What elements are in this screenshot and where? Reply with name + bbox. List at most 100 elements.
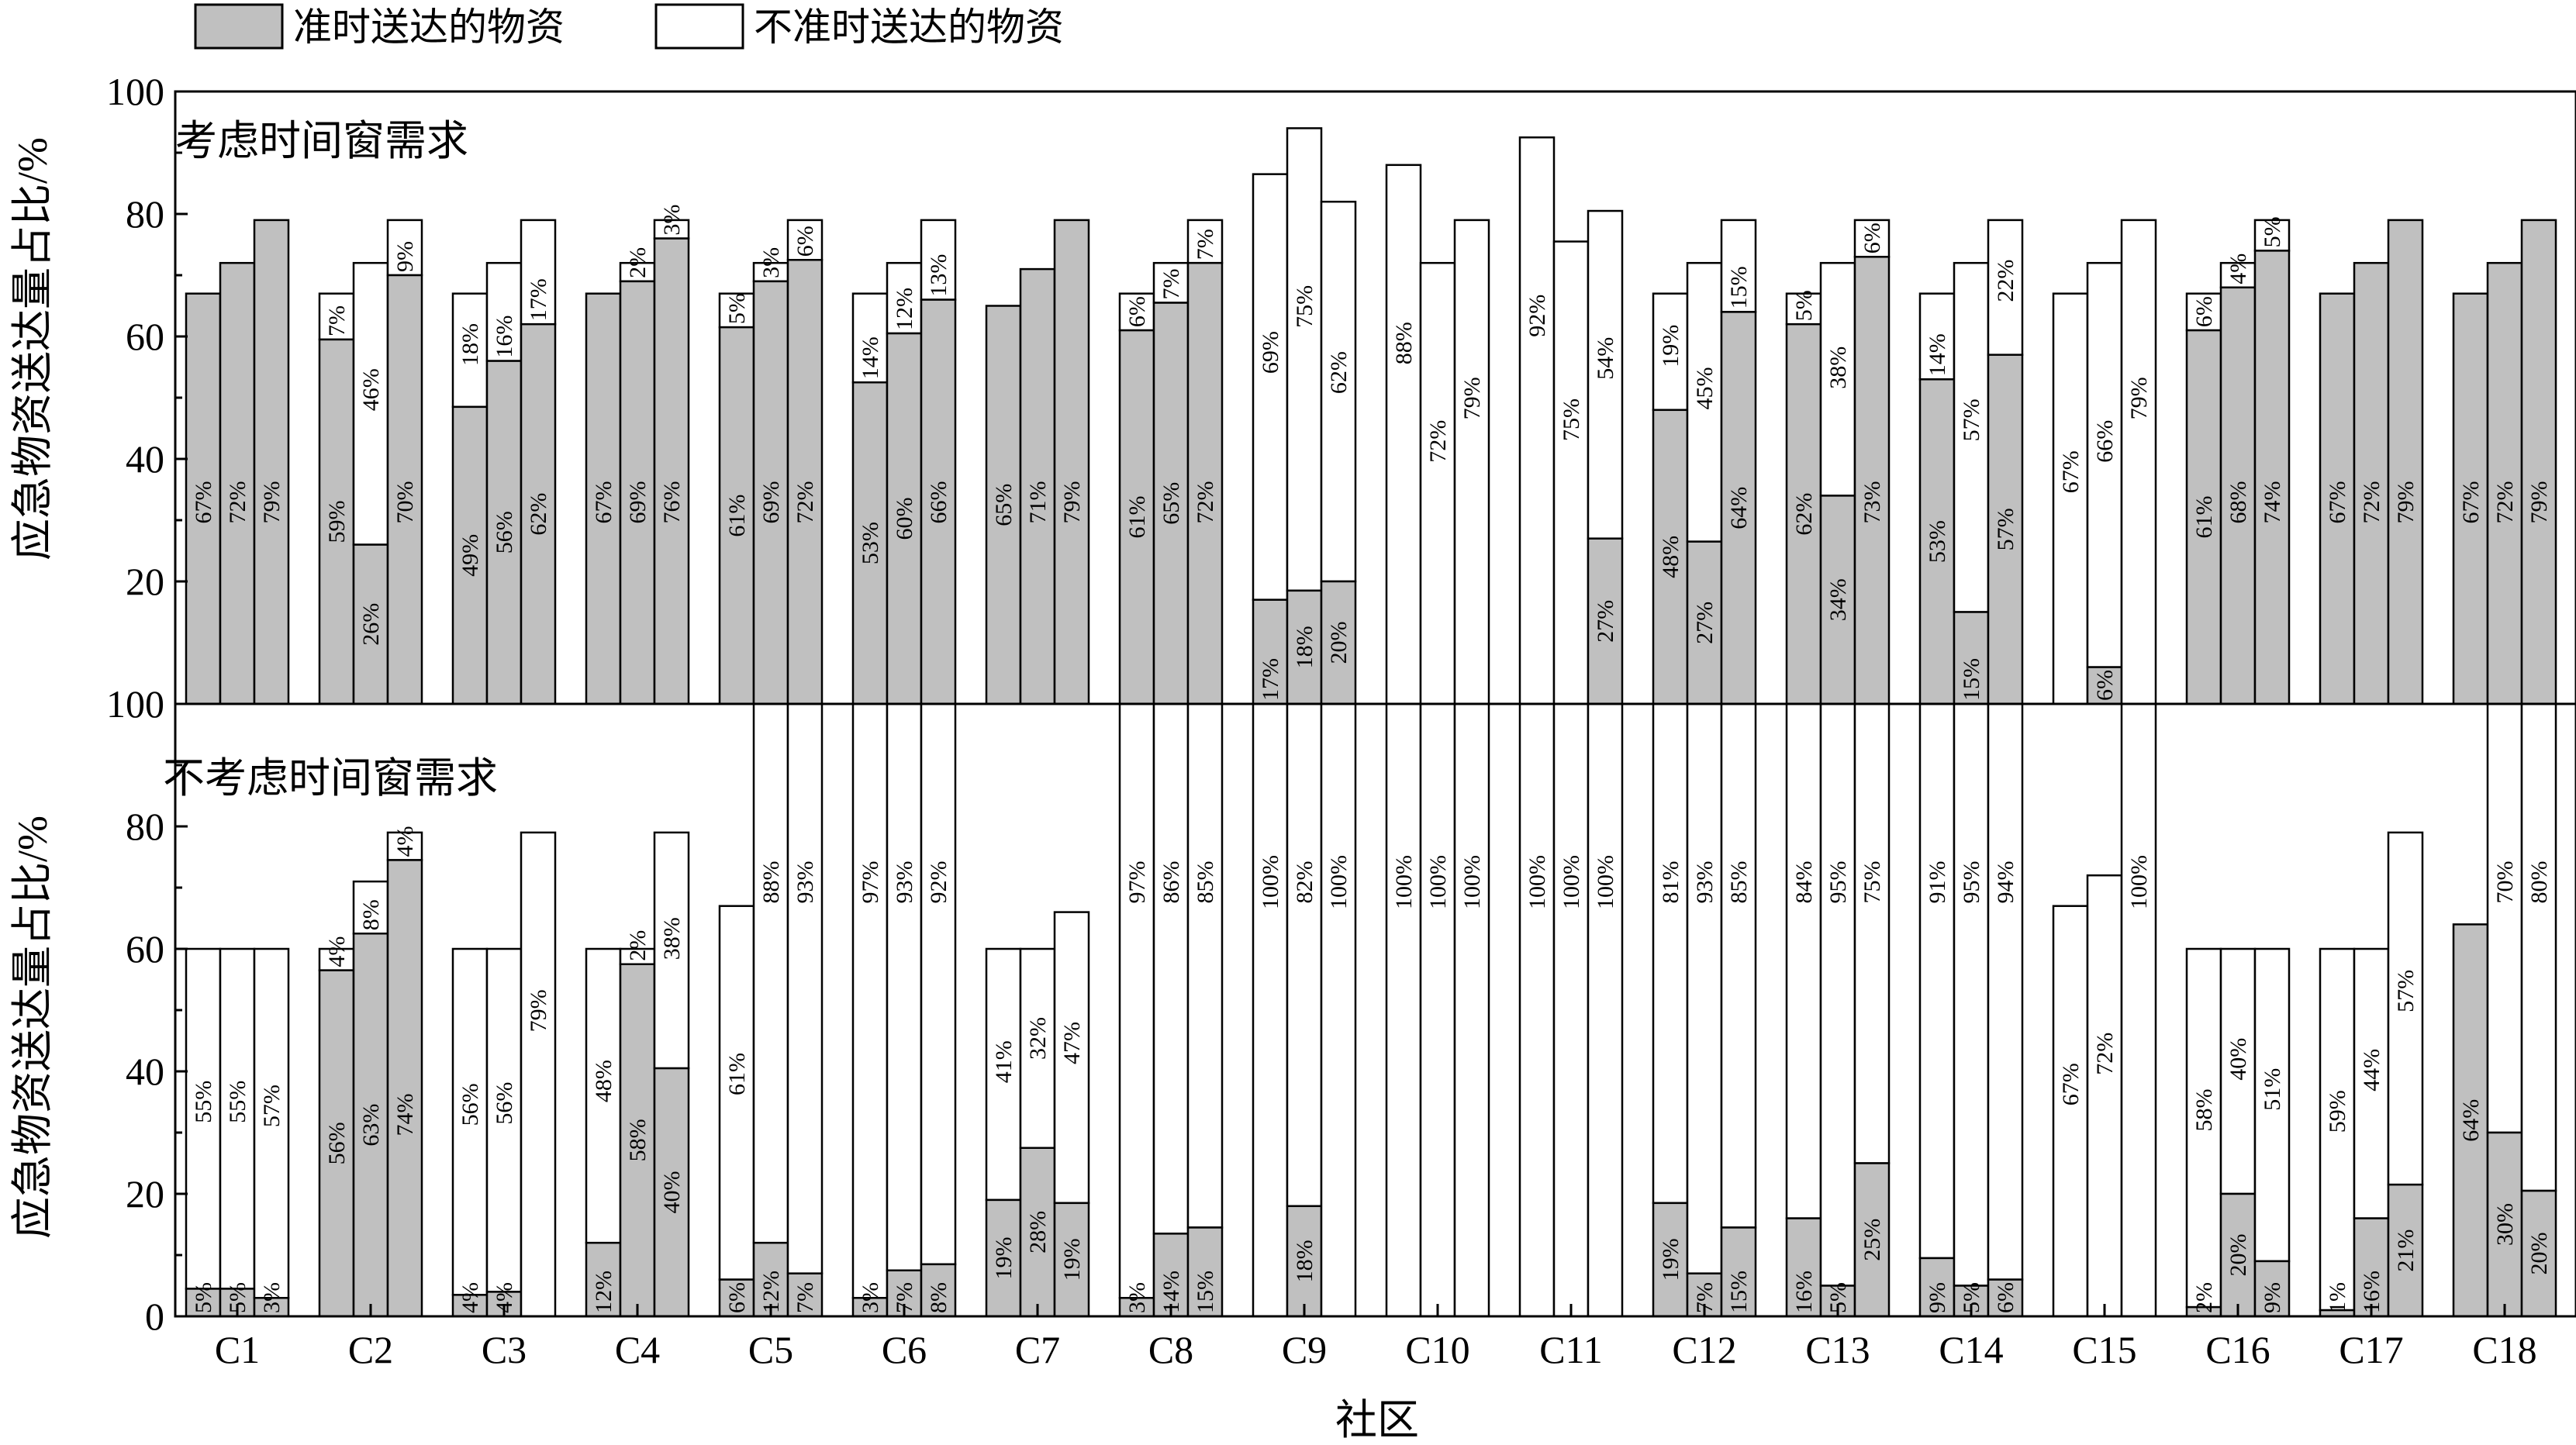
label-ontime-bottom-c12-3: 15% <box>1726 1271 1752 1313</box>
x-tick-label-c17: C17 <box>2339 1328 2403 1371</box>
bar-late-bottom-c11-2 <box>1552 702 1590 1318</box>
label-ontime-top-c4-3: 76% <box>659 481 685 524</box>
bar-late-top-c10-1 <box>1385 164 1422 705</box>
label-ontime-bottom-c5-1: 6% <box>724 1282 750 1313</box>
bar-late-bottom-c9-1 <box>1252 702 1289 1318</box>
label-late-bottom-c14-3: 94% <box>1993 861 2018 904</box>
legend-label-late: 不准时送达的物资 <box>754 5 1064 49</box>
bar-late-top-c8-2 <box>1152 261 1190 304</box>
label-ontime-bottom-c8-1: 3% <box>1124 1282 1150 1313</box>
label-late-top-c10-2: 72% <box>1425 420 1451 463</box>
label-late-bottom-c7-1: 41% <box>991 1040 1017 1083</box>
label-ontime-top-c14-2: 15% <box>1959 658 1984 701</box>
label-late-bottom-c12-3: 85% <box>1726 861 1752 904</box>
x-tick-label-c13: C13 <box>1805 1328 1870 1371</box>
label-late-bottom-c2-2: 8% <box>358 899 384 930</box>
label-late-bottom-c3-1: 56% <box>458 1083 483 1126</box>
label-ontime-bottom-c6-3: 8% <box>926 1282 951 1313</box>
bar-late-bottom-c8-2 <box>1152 702 1190 1235</box>
bar-late-bottom-c7-2 <box>1019 947 1056 1149</box>
bar-ontime-top-c16-1 <box>2185 329 2222 705</box>
bar-ontime-bottom-c4-3 <box>653 1067 690 1318</box>
label-ontime-bottom-c12-1: 19% <box>1658 1238 1683 1281</box>
label-late-top-c5-2: 3% <box>758 247 784 278</box>
label-late-top-c2-1: 7% <box>324 305 350 336</box>
x-tick-label-c18: C18 <box>2472 1328 2536 1371</box>
label-ontime-bottom-c2-2: 63% <box>358 1104 384 1147</box>
label-late-top-c12-3: 15% <box>1726 266 1752 309</box>
label-ontime-top-c6-3: 66% <box>926 481 951 524</box>
label-ontime-bottom-c13-1: 16% <box>1791 1271 1817 1313</box>
label-ontime-top-c18-1: 67% <box>2458 481 2484 524</box>
label-ontime-bottom-c2-1: 56% <box>324 1122 350 1164</box>
label-late-bottom-c8-2: 86% <box>1159 861 1184 904</box>
label-late-top-c16-1: 6% <box>2191 296 2217 327</box>
bar-late-bottom-c15-3 <box>2120 702 2157 1318</box>
label-ontime-bottom-c9-2: 18% <box>1292 1240 1317 1282</box>
bar-late-bottom-c16-1 <box>2185 947 2222 1309</box>
label-ontime-bottom-c4-2: 58% <box>625 1119 651 1161</box>
label-late-bottom-c18-2: 70% <box>2492 861 2518 904</box>
bar-late-bottom-c3-3 <box>520 831 557 1318</box>
bar-ontime-top-c5-1 <box>718 326 755 705</box>
label-late-bottom-c12-1: 81% <box>1658 861 1683 904</box>
label-late-top-c3-2: 16% <box>492 316 517 358</box>
bar-ontime-top-c8-3 <box>1186 261 1224 705</box>
x-axis-title: 社区 <box>1335 1397 1419 1443</box>
y-axis-title-top: 应急物资送达量占比/% <box>9 137 56 560</box>
label-ontime-top-c2-2: 26% <box>358 603 384 646</box>
label-late-top-c13-2: 38% <box>1825 347 1851 389</box>
bar-late-bottom-c12-2 <box>1686 702 1723 1274</box>
label-late-bottom-c3-2: 56% <box>492 1082 517 1125</box>
bar-ontime-top-c1-1 <box>185 292 222 705</box>
bar-late-bottom-c7-3 <box>1053 911 1090 1205</box>
label-late-bottom-c6-2: 93% <box>892 861 917 904</box>
bar-ontime-bottom-c9-2 <box>1286 1205 1323 1318</box>
label-ontime-top-c17-2: 72% <box>2359 481 2384 524</box>
label-late-top-c14-3: 22% <box>1993 260 2018 302</box>
label-ontime-top-c12-3: 64% <box>1726 487 1752 529</box>
x-tick-label-c14: C14 <box>1939 1328 2003 1371</box>
label-late-bottom-c4-3: 38% <box>659 917 685 960</box>
label-late-bottom-c5-2: 88% <box>758 861 784 904</box>
bar-ontime-top-c4-2 <box>619 280 656 705</box>
bar-ontime-bottom-c16-3 <box>2253 1260 2291 1318</box>
label-ontime-top-c15-2: 6% <box>2092 670 2118 701</box>
label-late-top-c14-1: 14% <box>1925 333 1950 376</box>
x-tick-label-c12: C12 <box>1672 1328 1736 1371</box>
y-tick-label-bottom-80: 80 <box>126 805 164 848</box>
label-ontime-top-c13-1: 62% <box>1791 493 1817 536</box>
label-late-top-c11-1: 92% <box>1525 295 1550 337</box>
label-late-top-c11-2: 75% <box>1559 398 1584 441</box>
bar-late-bottom-c16-3 <box>2253 947 2291 1263</box>
label-late-bottom-c8-1: 97% <box>1124 861 1150 904</box>
label-ontime-bottom-c16-2: 20% <box>2226 1234 2251 1277</box>
label-late-bottom-c1-1: 55% <box>191 1081 216 1123</box>
x-tick-label-c8: C8 <box>1148 1328 1193 1371</box>
bar-ontime-top-c3-2 <box>485 360 523 705</box>
bar-late-bottom-c5-3 <box>786 702 824 1274</box>
bar-ontime-top-c14-3 <box>1987 353 2024 705</box>
label-late-top-c2-2: 46% <box>358 368 384 411</box>
y-axis-ticks: 20 40 60 80 100 0 20 40 60 80 100 <box>106 70 188 1338</box>
label-ontime-bottom-c7-3: 19% <box>1059 1238 1085 1281</box>
label-late-bottom-c4-1: 48% <box>591 1060 616 1102</box>
label-late-top-c9-3: 62% <box>1326 351 1352 394</box>
label-late-top-c6-2: 12% <box>892 288 917 330</box>
bar-ontime-top-c3-3 <box>520 322 557 705</box>
x-tick-label-c10: C10 <box>1405 1328 1469 1371</box>
label-late-bottom-c2-1: 4% <box>324 936 350 967</box>
legend-label-ontime: 准时送达的物资 <box>293 5 565 49</box>
bar-ontime-top-c3-1 <box>451 405 489 705</box>
bar-ontime-top-c6-3 <box>920 298 957 705</box>
label-late-bottom-c4-2: 2% <box>625 930 651 961</box>
label-ontime-top-c3-1: 49% <box>458 534 483 577</box>
bar-ontime-top-c13-2 <box>1819 495 1856 705</box>
label-late-bottom-c12-2: 93% <box>1692 861 1718 904</box>
label-ontime-top-c7-2: 71% <box>1025 481 1051 524</box>
label-ontime-bottom-c1-1: 5% <box>191 1282 216 1313</box>
label-late-top-c3-1: 18% <box>458 323 483 366</box>
label-ontime-top-c8-2: 65% <box>1159 482 1184 525</box>
bar-ontime-bottom-c2-2 <box>352 933 389 1318</box>
bar-late-bottom-c9-3 <box>1320 702 1357 1318</box>
